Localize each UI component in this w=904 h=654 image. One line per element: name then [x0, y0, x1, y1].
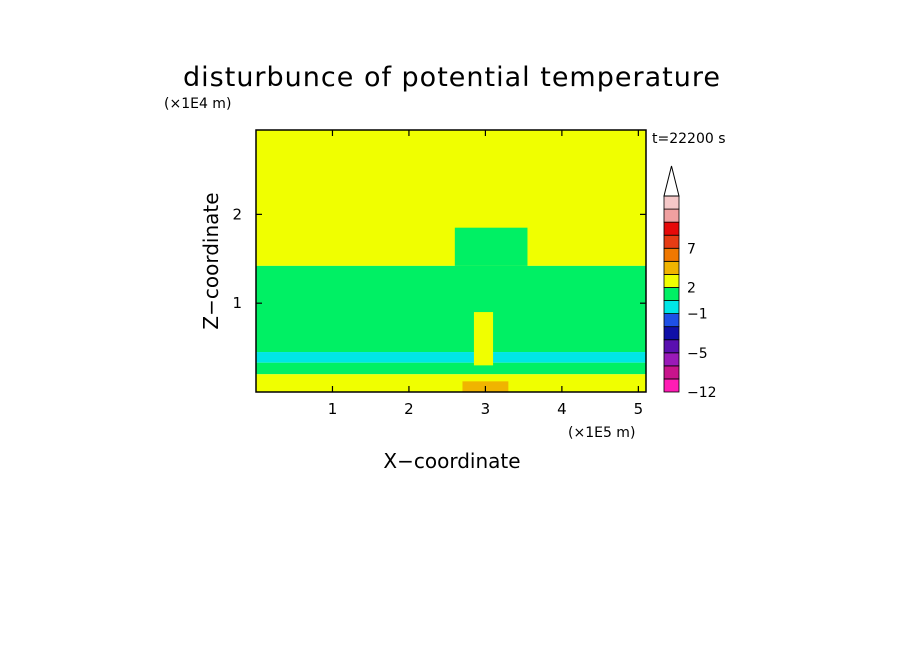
colorbar-cell	[663, 339, 680, 354]
chart-title: disturbunce of potential temperature	[183, 62, 721, 93]
contour-region-5	[454, 227, 528, 266]
colorbar-cell	[663, 378, 680, 393]
colorbar-tick-label: 7	[687, 241, 696, 257]
colorbar-tick-label: −5	[687, 346, 708, 362]
y-tick-label: 2	[232, 205, 242, 223]
x-tick-label: 4	[557, 400, 567, 418]
x-tick-label: 1	[328, 400, 338, 418]
contour-region-6	[473, 312, 494, 366]
colorbar-cell	[663, 247, 680, 262]
colorbar-cell	[663, 234, 680, 249]
contour-region-0	[256, 130, 646, 266]
y-scale-label: (×1E4 m)	[164, 96, 231, 112]
colorbar-cell	[663, 313, 680, 328]
x-tick-label: 3	[481, 400, 491, 418]
colorbar-cell	[663, 195, 680, 210]
colorbar-cell	[663, 208, 680, 223]
x-axis-label: X−coordinate	[383, 449, 520, 473]
time-label: t=22200 s	[652, 131, 726, 147]
colorbar-cell	[663, 287, 680, 301]
colorbar-extend-arrow	[663, 165, 680, 197]
colorbar-cell	[663, 365, 680, 380]
colorbar-tick-label: −12	[687, 385, 717, 401]
y-tick-label: 1	[232, 294, 242, 312]
colorbar-cell	[663, 260, 680, 275]
colorbar-cell	[663, 221, 680, 236]
plot-area	[256, 130, 646, 392]
colorbar-cell	[663, 352, 680, 367]
contour-region-2	[256, 352, 646, 363]
y-axis-label: Z−coordinate	[199, 192, 223, 329]
colorbar-tick-label: −1	[687, 307, 708, 323]
colorbar-cell	[663, 273, 680, 288]
contour-region-3	[256, 362, 646, 375]
colorbar: −12−5−127	[663, 165, 717, 401]
plot-frame	[255, 129, 647, 393]
x-tick-label: 2	[404, 400, 414, 418]
y-axis: 12	[232, 205, 646, 312]
x-scale-label: (×1E5 m)	[568, 425, 635, 441]
colorbar-cell	[663, 300, 680, 314]
contour-region-1	[256, 265, 646, 353]
x-tick-label: 5	[634, 400, 644, 418]
x-axis: 1 2 3 4 5	[328, 130, 643, 418]
colorbar-cell	[663, 326, 680, 341]
contour-region-4	[256, 374, 646, 392]
colorbar-tick-label: 2	[687, 280, 696, 296]
